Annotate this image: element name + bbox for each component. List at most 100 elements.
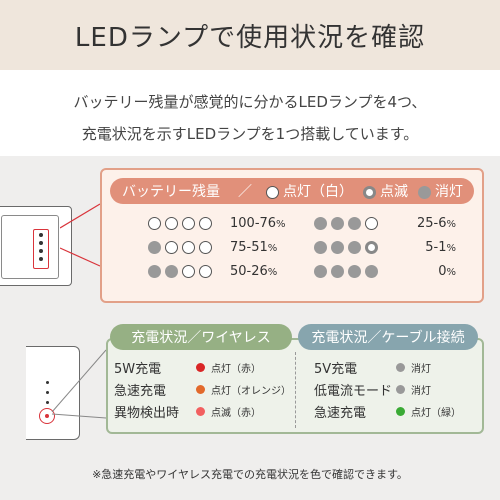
battery-level-panel: バッテリー残量 ／ 点灯（白） 点滅 消灯 — [100, 168, 484, 303]
cable-row: 急速充電 点灯（緑） — [314, 402, 461, 421]
wireless-row: 異物検出時 点滅（赤） — [114, 402, 261, 421]
wireless-row: 急速充電 点灯（オレンジ） — [114, 380, 291, 399]
cable-mode-label: 低電流モード — [314, 384, 393, 399]
legend-off: 消灯 — [418, 181, 463, 201]
led-on-icon — [182, 217, 195, 230]
led-dot — [46, 391, 49, 394]
legend-separator: ／ — [238, 184, 252, 200]
led-on-icon — [165, 241, 178, 254]
led-off-icon — [331, 217, 344, 230]
status-led-icon — [196, 407, 205, 416]
led-off-icon — [331, 265, 344, 278]
battery-level-row: 100-76% — [148, 216, 300, 231]
footnote: ※急速充電やワイヤレス充電での充電状況を色で確認できます。 — [92, 468, 408, 481]
battery-level-range: 50-26 — [230, 264, 268, 279]
led-blink-icon — [365, 241, 378, 254]
device-illustration-battery — [0, 206, 72, 286]
legend-blink-label: 点滅 — [380, 184, 408, 200]
battery-level-unit: % — [267, 267, 278, 278]
wireless-row: 5W充電 点灯（赤） — [114, 358, 261, 377]
battery-level-unit: % — [446, 243, 456, 254]
led-off-icon — [314, 241, 327, 254]
status-led-icon — [396, 363, 405, 372]
wireless-charging-title: 充電状況／ワイヤレス — [110, 324, 292, 350]
battery-level-range: 25-6 — [416, 216, 447, 231]
legend-on-label: 点灯（白） — [283, 184, 353, 200]
zoom-callout-lines — [60, 203, 101, 267]
led-off-icon — [165, 265, 178, 278]
cable-mode-label: 急速充電 — [314, 406, 367, 421]
charging-led-dot — [45, 414, 49, 418]
wireless-mode-label: 急速充電 — [114, 384, 167, 399]
battery-level-row: 75-51% — [148, 240, 300, 255]
led-dot — [39, 241, 43, 245]
legend-blink: 点滅 — [363, 181, 408, 201]
led-off-icon — [148, 265, 161, 278]
led-on-icon — [199, 217, 212, 230]
battery-level-unit: % — [276, 219, 286, 230]
status-led-icon — [396, 407, 405, 416]
led-on-icon — [165, 217, 178, 230]
cable-mode-label: 5V充電 — [314, 362, 358, 377]
led-off-icon — [331, 241, 344, 254]
battery-level-row: 25-6% — [314, 216, 456, 231]
led-on-icon — [199, 241, 212, 254]
intro-text: バッテリー残量が感覚的に分かるLEDランプを4つ、 充電状況を示すLEDランプを… — [0, 86, 500, 150]
legend-off-label: 消灯 — [435, 184, 463, 200]
led-off-icon — [348, 217, 361, 230]
battery-level-unit: % — [446, 267, 456, 278]
battery-title: バッテリー残量 — [122, 184, 220, 200]
led-dot — [46, 401, 49, 404]
led-off-icon — [348, 241, 361, 254]
battery-led-highlight — [33, 229, 49, 269]
device-face — [1, 215, 59, 279]
led-off-icon — [314, 217, 327, 230]
cable-charging-title: 充電状況／ケーブル接続 — [298, 324, 478, 350]
led-dot — [39, 233, 43, 237]
led-on-icon — [182, 241, 195, 254]
status-led-icon — [196, 385, 205, 394]
charging-divider — [295, 352, 296, 428]
header-banner: LEDランプで使用状況を確認 — [0, 0, 500, 70]
battery-level-row: 5-1% — [314, 240, 456, 255]
intro-line-2: 充電状況を示すLEDランプを1つ搭載しています。 — [81, 125, 419, 143]
battery-level-value: 75-51% — [230, 240, 300, 255]
status-led-icon — [196, 363, 205, 372]
legend-on: 点灯（白） — [266, 181, 353, 201]
battery-level-value: 50-26% — [230, 264, 300, 279]
battery-level-range: 5-1 — [425, 240, 447, 255]
wireless-mode-label: 異物検出時 — [114, 406, 180, 421]
led-on-icon — [182, 265, 195, 278]
cable-status-label: 消灯 — [411, 364, 431, 375]
led-on-icon — [365, 217, 378, 230]
cable-row: 低電流モード 消灯 — [314, 380, 431, 399]
battery-level-range: 75-51 — [230, 240, 268, 255]
cable-status-label: 点灯（緑） — [411, 408, 461, 419]
battery-level-value: 0% — [396, 264, 456, 279]
wireless-mode-label: 5W充電 — [114, 362, 162, 377]
led-dot — [39, 257, 43, 261]
battery-legend-header: バッテリー残量 ／ 点灯（白） 点滅 消灯 — [110, 178, 474, 204]
battery-level-unit: % — [267, 243, 278, 254]
led-off-icon — [148, 241, 161, 254]
wireless-status-label: 点灯（赤） — [211, 364, 261, 375]
led-off-icon — [418, 185, 431, 199]
status-led-icon — [396, 385, 405, 394]
zoom-callout-lines-2 — [51, 349, 107, 419]
device-illustration-charging — [26, 346, 80, 440]
led-dot — [39, 249, 43, 253]
battery-level-value: 5-1% — [396, 240, 456, 255]
battery-level-value: 100-76% — [230, 216, 300, 231]
page-title: LEDランプで使用状況を確認 — [74, 22, 426, 53]
battery-level-range: 100-76 — [230, 216, 277, 231]
battery-level-unit: % — [446, 219, 456, 230]
wireless-status-label: 点灯（オレンジ） — [211, 386, 291, 397]
battery-level-row: 50-26% — [148, 264, 300, 279]
led-off-icon — [314, 265, 327, 278]
led-blink-icon — [363, 185, 376, 199]
led-on-icon — [199, 265, 212, 278]
battery-level-range: 0 — [438, 264, 447, 279]
led-off-icon — [348, 265, 361, 278]
led-on-icon — [266, 185, 279, 199]
led-on-icon — [148, 217, 161, 230]
